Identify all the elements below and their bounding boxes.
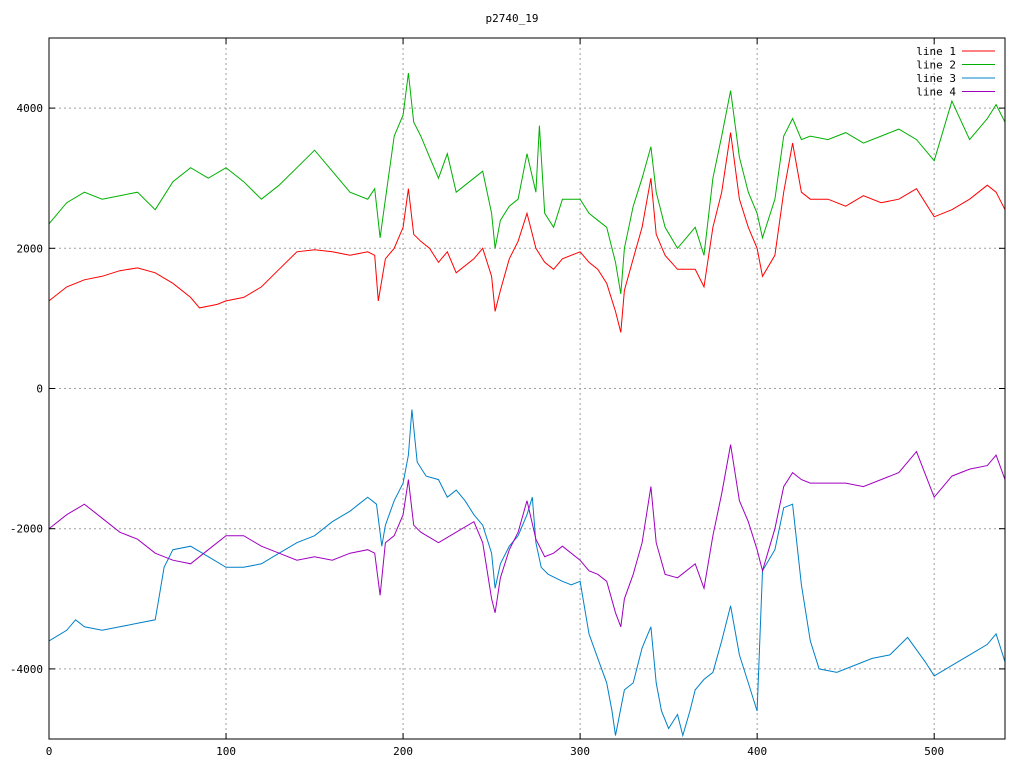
series-line-2: [49, 73, 1005, 294]
series-line-1: [49, 132, 1005, 333]
y-tick-label: -4000: [10, 663, 43, 676]
x-tick-label: 200: [393, 745, 413, 758]
x-tick-label: 300: [570, 745, 590, 758]
y-tick-label: 0: [36, 383, 43, 396]
legend-label-4: line 4: [916, 86, 956, 99]
ticks-layer: 0 100 200 300 400 500 -4000 -2000 0 2000 4000: [10, 38, 1005, 758]
grid-layer: [49, 38, 1005, 739]
series-line-3: [49, 409, 1005, 738]
series-layer: [49, 73, 1005, 738]
x-tick-label: 500: [924, 745, 944, 758]
legend-label-1: line 1: [916, 45, 956, 58]
chart-title: p2740_19: [486, 12, 539, 25]
y-tick-label: 4000: [17, 102, 44, 115]
y-tick-label: 2000: [17, 242, 44, 255]
legend-label-3: line 3: [916, 72, 956, 85]
plot-frame: [48, 37, 1006, 740]
x-tick-label: 0: [46, 745, 53, 758]
y-tick-label: -2000: [10, 523, 43, 536]
x-tick-label: 100: [216, 745, 236, 758]
legend-label-2: line 2: [916, 59, 956, 72]
series-line-4: [49, 444, 1005, 627]
x-tick-label: 400: [747, 745, 767, 758]
